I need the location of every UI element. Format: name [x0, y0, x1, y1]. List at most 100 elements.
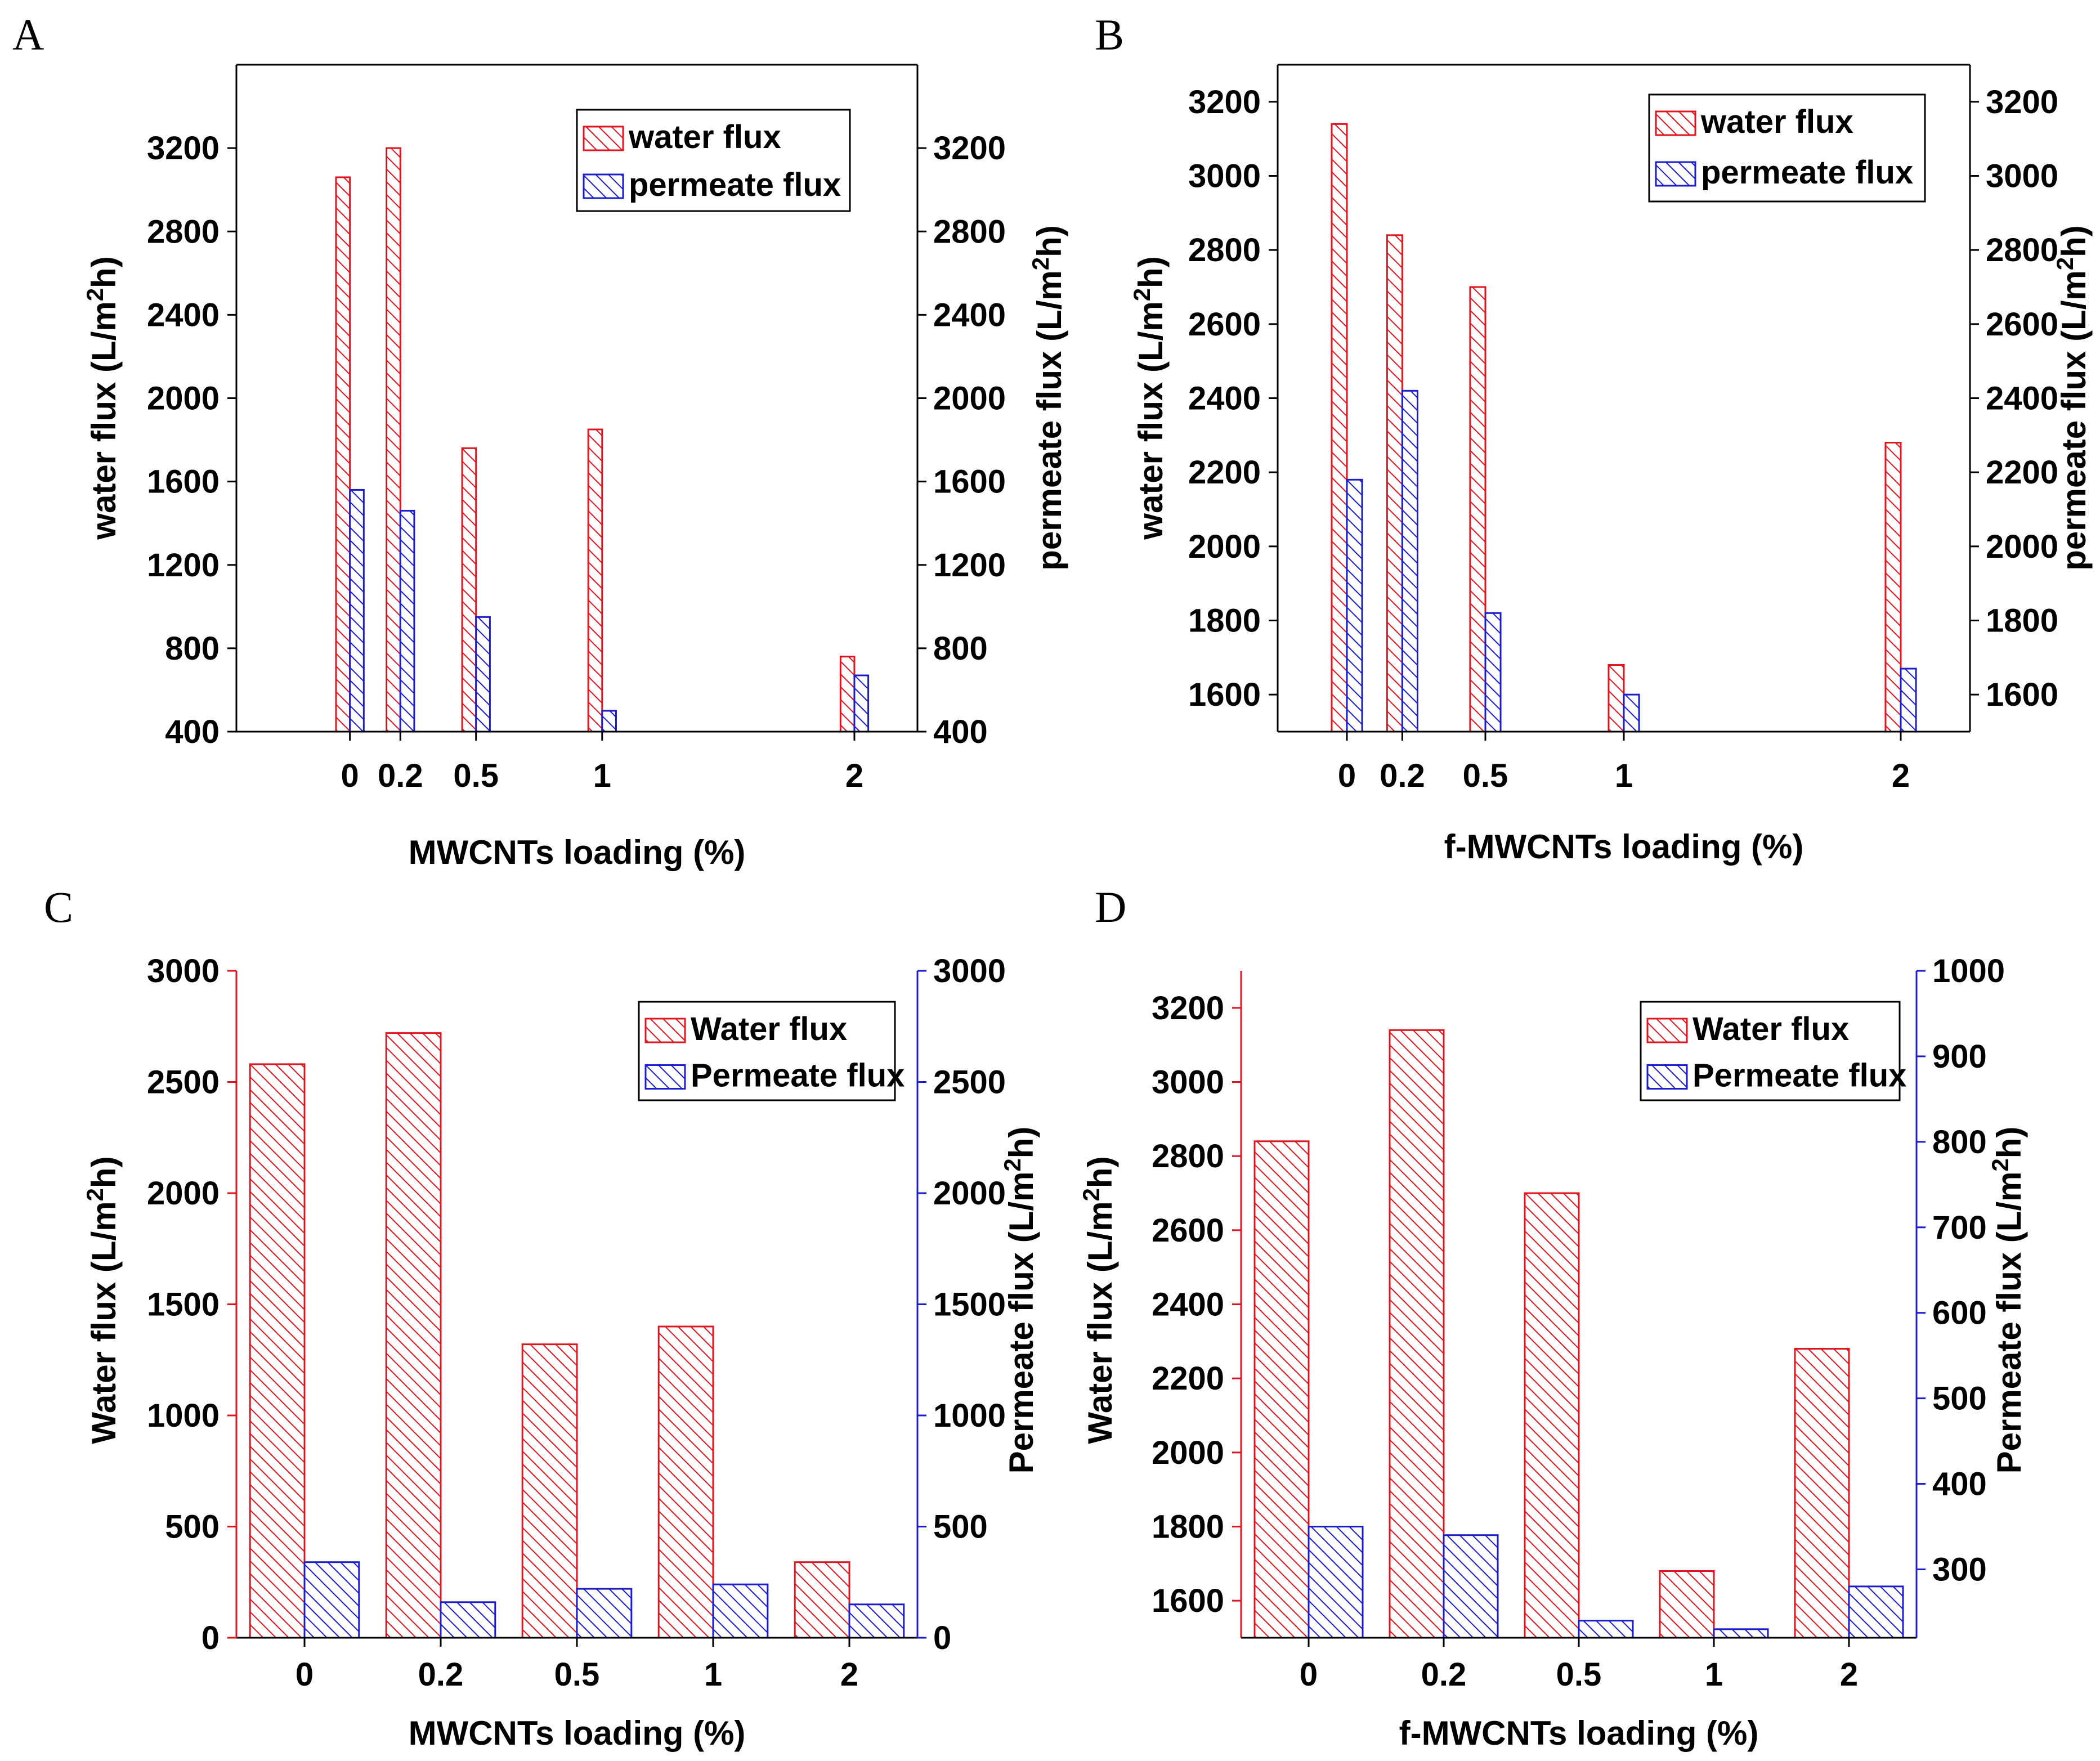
legend-label-permeate: permeate flux: [629, 167, 841, 203]
right-y-tick-label: 2000: [933, 380, 1006, 417]
left-y-tick-label: 1600: [1152, 1583, 1224, 1619]
left-y-tick-label: 2600: [1152, 1212, 1224, 1249]
right-y-axis-title-part: permeate flux (L/m: [1031, 270, 1068, 570]
permeate-flux-bar: [1578, 1620, 1634, 1639]
right-y-tick-label: 2800: [933, 213, 1006, 250]
left-y-tick-label: 3200: [1152, 990, 1224, 1027]
water-flux-bar: [1469, 286, 1486, 733]
chart-a: A400800120016002000240028003200400800120…: [12, 10, 1068, 871]
right-y-tick-label: 2200: [1986, 454, 2058, 491]
x-tick-label: 2: [840, 1656, 858, 1693]
permeate-flux-bar: [1484, 612, 1502, 733]
right-y-tick-label: 800: [1932, 1124, 1987, 1160]
right-y-tick-label: 1000: [1932, 953, 2005, 989]
left-y-tick-label: 800: [165, 630, 220, 667]
permeate-flux-bar: [576, 1588, 633, 1639]
x-tick-label: 2: [1840, 1656, 1858, 1693]
left-y-axis-title-part: water flux (L/m: [1132, 301, 1170, 540]
legend-label-permeate: Permeate flux: [1692, 1058, 1906, 1094]
legend-label-water: water flux: [628, 119, 781, 155]
water-flux-bar: [1794, 1348, 1850, 1639]
right-y-tick-label: 900: [1932, 1038, 1987, 1075]
left-y-axis-title-sup: 2: [82, 288, 108, 301]
right-y-tick-label: 2400: [1986, 380, 2058, 417]
left-y-tick-label: 1500: [147, 1287, 220, 1323]
right-y-tick-label: 2000: [1986, 528, 2058, 565]
water-flux-bar: [335, 176, 351, 733]
right-y-axis-title-sup: 2: [999, 1158, 1026, 1171]
legend-label-permeate: Permeate flux: [691, 1058, 905, 1094]
left-y-tick-label: 0: [202, 1620, 220, 1656]
permeate-flux-bar: [303, 1561, 360, 1639]
left-y-tick-label: 2000: [1152, 1435, 1224, 1471]
x-tick-label: 1: [1705, 1656, 1723, 1693]
permeate-flux-bar: [349, 489, 365, 733]
water-flux-bar: [385, 1032, 442, 1639]
water-flux-bar: [1884, 442, 1902, 733]
left-y-tick-label: 2400: [147, 297, 220, 333]
x-tick-label: 0: [1338, 758, 1356, 794]
water-flux-bar: [657, 1325, 714, 1639]
legend-label-water: Water flux: [1692, 1011, 1849, 1047]
x-tick-label: 0: [341, 758, 359, 794]
permeate-flux-bar: [440, 1601, 496, 1639]
left-y-tick-label: 2400: [1188, 380, 1261, 417]
right-y-tick-label: 2500: [933, 1064, 1006, 1101]
right-y-tick-label: 1500: [933, 1287, 1006, 1323]
water-flux-bar: [839, 656, 856, 733]
left-y-tick-label: 3200: [1188, 84, 1261, 120]
right-y-tick-label: 400: [933, 714, 988, 750]
left-y-tick-label: 2600: [1188, 306, 1261, 343]
panel-letter-d: D: [1095, 882, 1126, 931]
panel-letter-c: C: [44, 882, 73, 931]
x-tick-label: 0.5: [453, 758, 499, 794]
x-axis-title: MWCNTs loading (%): [409, 834, 746, 871]
x-tick-label: 1: [1615, 758, 1633, 794]
left-y-axis-title-part-end: h): [85, 1156, 123, 1188]
right-y-tick-label: 800: [933, 630, 988, 667]
right-y-tick-label: 3000: [933, 953, 1006, 989]
chart-d: D160018002000220024002600280030003200300…: [1078, 882, 2028, 1752]
permeate-flux-bar: [1443, 1534, 1499, 1639]
water-flux-bar: [1659, 1570, 1715, 1639]
x-tick-label: 0: [1300, 1656, 1318, 1693]
right-y-axis-title-sup: 2: [1987, 1158, 2013, 1171]
left-y-tick-label: 2000: [147, 1175, 220, 1212]
legend-swatch-permeate: [583, 173, 624, 199]
right-y-tick-label: 2000: [933, 1175, 1006, 1212]
right-y-axis-title-sup: 2: [2052, 257, 2078, 270]
right-y-axis-title-sup: 2: [1027, 257, 1054, 270]
right-y-tick-label: 3200: [933, 130, 1006, 167]
water-flux-bar: [794, 1561, 850, 1639]
left-y-axis-title: Water flux (L/m2h): [82, 1156, 123, 1444]
legend-swatch-permeate: [1655, 161, 1696, 187]
permeate-flux-bar: [1713, 1628, 1769, 1639]
chart-c: C050010001500200025003000050010001500200…: [44, 882, 1040, 1752]
left-y-tick-label: 3000: [147, 953, 220, 989]
water-flux-bar: [521, 1343, 578, 1639]
water-flux-bar: [386, 147, 401, 733]
left-y-tick-label: 2800: [1188, 232, 1261, 268]
x-tick-label: 0.2: [378, 758, 423, 794]
right-y-axis-title-part-end: h): [1002, 1127, 1040, 1159]
left-y-tick-label: 3000: [1188, 158, 1261, 195]
right-y-axis-title: permeate flux (L/m2h): [2052, 225, 2093, 570]
right-y-tick-label: 3000: [1986, 158, 2058, 195]
left-y-axis-title: water flux (L/m2h): [1129, 256, 1170, 540]
right-y-tick-label: 2400: [933, 297, 1006, 333]
permeate-flux-bar: [853, 674, 870, 733]
right-y-axis-title-part: permeate flux (L/m: [2055, 270, 2093, 570]
x-tick-label: 2: [1892, 758, 1910, 794]
legend-swatch-water: [644, 1018, 686, 1043]
legend-label-permeate: permeate flux: [1701, 154, 1913, 191]
right-y-tick-label: 400: [1932, 1466, 1987, 1503]
right-y-tick-label: 700: [1932, 1209, 1987, 1246]
permeate-flux-bar: [1848, 1585, 1904, 1639]
x-tick-label: 0.5: [554, 1656, 600, 1693]
right-y-tick-label: 2800: [1986, 232, 2058, 268]
x-tick-label: 0.5: [1556, 1656, 1602, 1693]
permeate-flux-bar: [1401, 389, 1418, 733]
left-y-tick-label: 2400: [1152, 1287, 1224, 1323]
left-y-tick-label: 400: [165, 714, 220, 750]
